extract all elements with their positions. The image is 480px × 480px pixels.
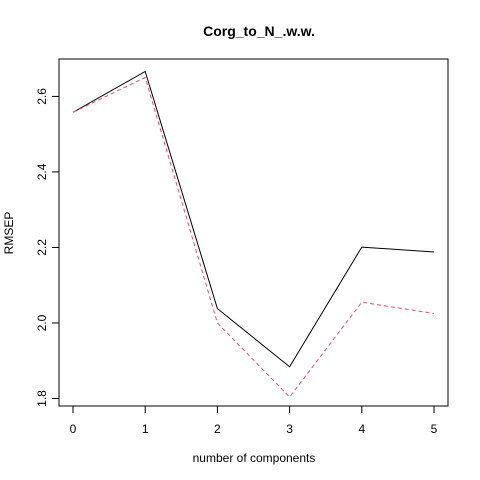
- y-axis: 1.8 2.0 2.2 2.4 2.6: [35, 88, 60, 407]
- x-tick-label: 1: [142, 422, 149, 436]
- y-tick-label: 1.8: [35, 390, 49, 407]
- y-tick-label: 2.4: [35, 163, 49, 180]
- series-line-2: [72, 76, 435, 398]
- x-tick-label: 4: [358, 422, 365, 436]
- series-layer: [72, 70, 435, 398]
- chart-title: Corg_to_N_.w.w.: [203, 23, 315, 39]
- x-tick-label: 2: [214, 422, 221, 436]
- series-line-1: [72, 70, 435, 368]
- x-tick-label: 0: [70, 422, 77, 436]
- y-tick-label: 2.0: [35, 314, 49, 331]
- x-tick-label: 3: [286, 422, 293, 436]
- y-tick-label: 2.2: [35, 239, 49, 256]
- x-tick-label: 5: [431, 422, 438, 436]
- y-axis-label: RMSEP: [2, 212, 16, 255]
- x-axis-label: number of components: [193, 451, 316, 465]
- y-tick-label: 2.6: [35, 88, 49, 105]
- x-axis: 0 1 2 3 4 5: [70, 405, 438, 436]
